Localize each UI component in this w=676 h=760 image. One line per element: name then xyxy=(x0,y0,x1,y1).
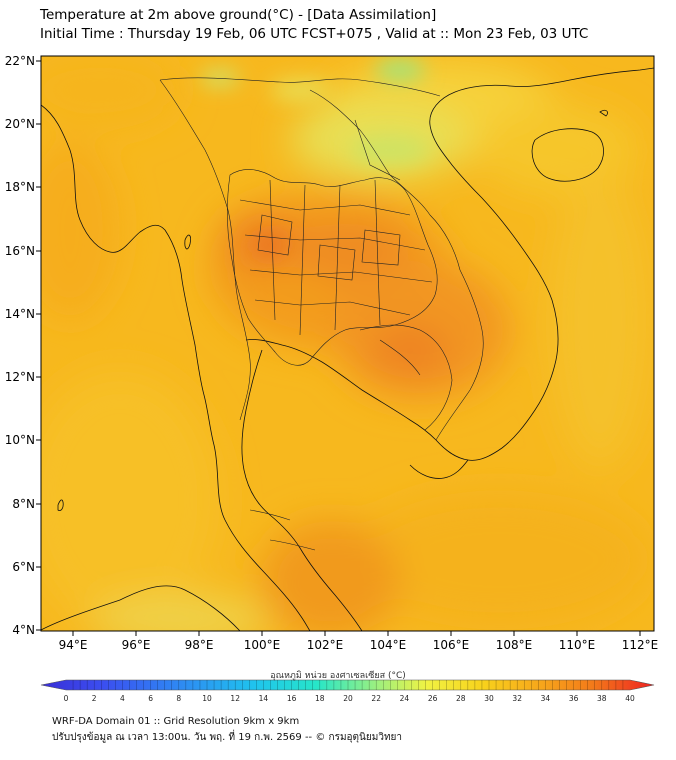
colorbar-tick-labels: 0 2 4 6 8 10 12 14 16 18 20 22 24 26 28 30 32 34 36 38 40 xyxy=(64,694,635,703)
lat-label-8: 8°N xyxy=(12,497,35,511)
colorbar-tick-12: 12 xyxy=(230,694,240,703)
footer-model-info: WRF-DA Domain 01 :: Grid Resolution 9km … xyxy=(52,716,300,727)
colorbar: 0 2 4 6 8 10 12 14 16 18 20 22 24 26 28 30 32 34 36 38 40 xyxy=(40,679,655,703)
lat-label-18: 18°N xyxy=(5,180,35,194)
colorbar-tick-32: 32 xyxy=(512,694,522,703)
lon-label-112: 112°E xyxy=(622,638,659,652)
lon-label-96: 96°E xyxy=(122,638,151,652)
colorbar-tick-6: 6 xyxy=(148,694,153,703)
latitude-ticks xyxy=(36,60,41,631)
colorbar-tick-14: 14 xyxy=(259,694,269,703)
colorbar-gradient xyxy=(40,679,655,691)
colorbar-tick-36: 36 xyxy=(569,694,579,703)
colorbar-tick-16: 16 xyxy=(287,694,297,703)
colorbar-tick-20: 20 xyxy=(343,694,353,703)
lon-label-98: 98°E xyxy=(185,638,214,652)
colorbar-tick-22: 22 xyxy=(371,694,381,703)
longitude-labels: 94°E 96°E 98°E 100°E 102°E 104°E 106°E 1… xyxy=(59,638,659,652)
colorbar-tick-30: 30 xyxy=(484,694,494,703)
colorbar-tick-38: 38 xyxy=(597,694,607,703)
colorbar-tick-28: 28 xyxy=(456,694,466,703)
lat-label-20: 20°N xyxy=(5,117,35,131)
lat-label-4: 4°N xyxy=(12,623,35,637)
map-title: Temperature at 2m above ground(°C) - [Da… xyxy=(40,7,437,23)
map-subtitle: Initial Time : Thursday 19 Feb, 06 UTC F… xyxy=(40,26,589,42)
longitude-ticks xyxy=(72,631,641,636)
coastlines xyxy=(41,67,654,631)
colorbar-tick-4: 4 xyxy=(120,694,125,703)
map-frame xyxy=(40,55,655,632)
lat-label-6: 6°N xyxy=(12,560,35,574)
lon-label-106: 106°E xyxy=(433,638,470,652)
lat-label-12: 12°N xyxy=(5,370,35,384)
colorbar-tick-40: 40 xyxy=(625,694,635,703)
colorbar-tick-0: 0 xyxy=(64,694,69,703)
latitude-labels: 22°N 20°N 18°N 16°N 14°N 12°N 10°N 8°N 6… xyxy=(5,54,35,637)
colorbar-title: อุณหภูมิ หน่วย องศาเซลเซียส (°C) xyxy=(270,671,406,681)
lon-label-104: 104°E xyxy=(370,638,407,652)
colorbar-tick-10: 10 xyxy=(202,694,212,703)
lat-label-10: 10°N xyxy=(5,433,35,447)
colorbar-tick-34: 34 xyxy=(541,694,551,703)
lon-label-108: 108°E xyxy=(496,638,533,652)
lat-label-22: 22°N xyxy=(5,54,35,68)
colorbar-tick-26: 26 xyxy=(428,694,438,703)
colorbar-tick-18: 18 xyxy=(315,694,325,703)
colorbar-segment-lines xyxy=(72,680,624,690)
lon-label-110: 110°E xyxy=(559,638,596,652)
lon-label-94: 94°E xyxy=(59,638,88,652)
province-borders xyxy=(159,77,484,551)
colorbar-tick-8: 8 xyxy=(176,694,181,703)
lat-label-14: 14°N xyxy=(5,307,35,321)
lon-label-100: 100°E xyxy=(244,638,281,652)
lon-label-102: 102°E xyxy=(307,638,344,652)
footer-update-info: ปรับปรุงข้อมูล ณ เวลา 13:00น. วัน พฤ. ที… xyxy=(52,732,403,743)
temperature-field xyxy=(41,56,654,631)
colorbar-tick-2: 2 xyxy=(92,694,97,703)
colorbar-tick-24: 24 xyxy=(400,694,410,703)
lat-label-16: 16°N xyxy=(5,244,35,258)
